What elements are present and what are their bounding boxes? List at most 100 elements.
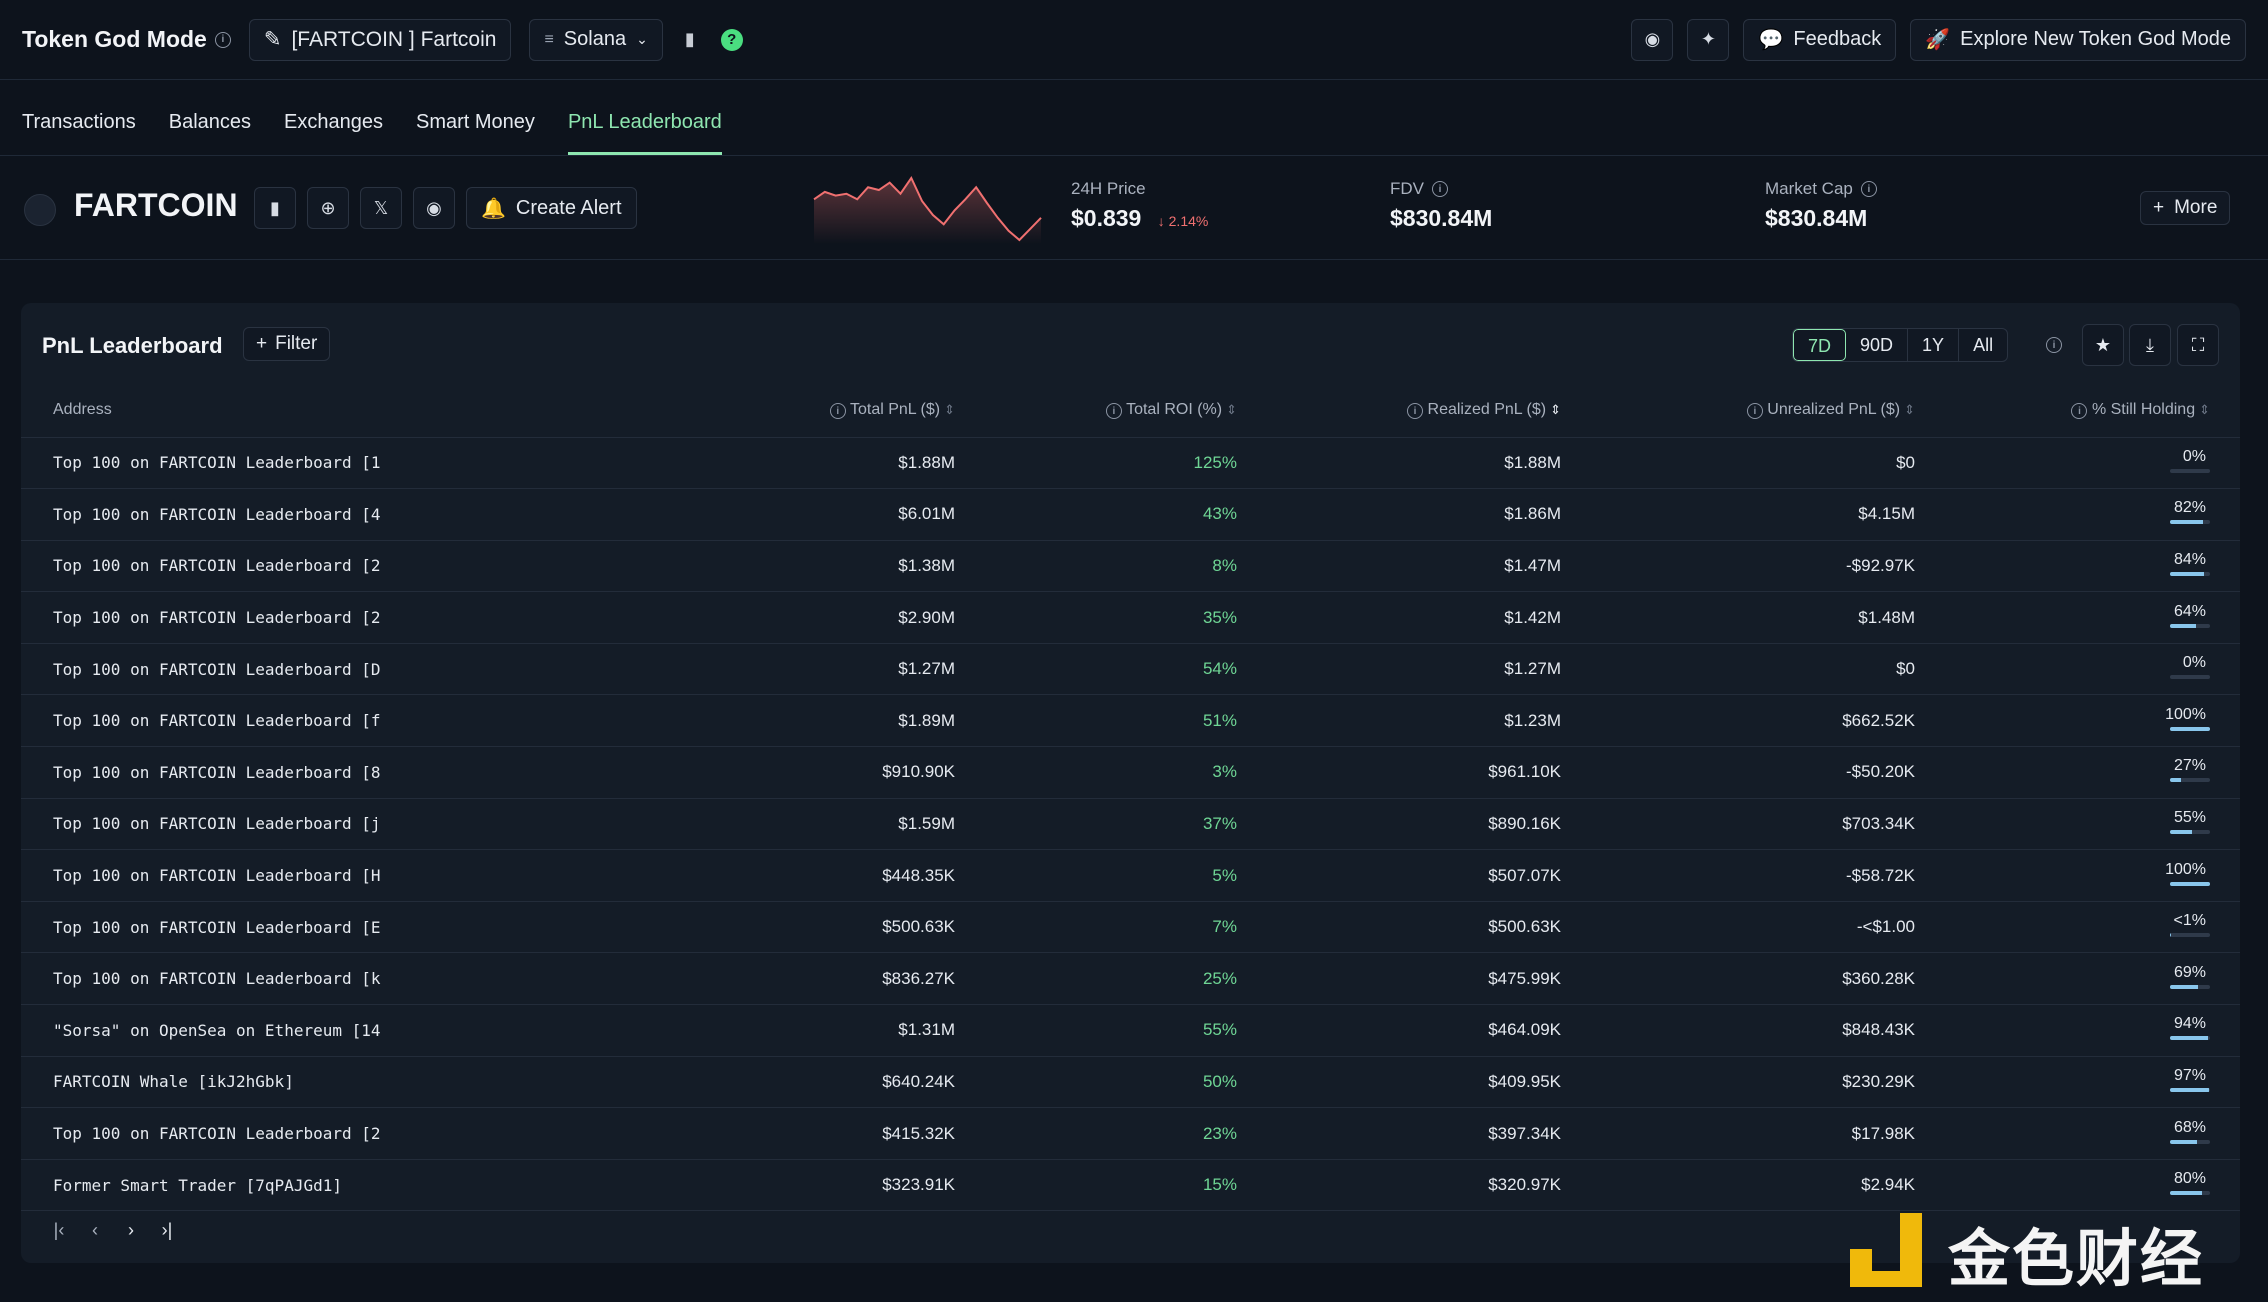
x-twitter-icon[interactable]: 𝕏: [360, 187, 402, 229]
cell-address[interactable]: Top 100 on FARTCOIN Leaderboard [f: [21, 694, 541, 748]
col-realized-pnl[interactable]: i Realized PnL ($) ⇕: [1237, 383, 1561, 438]
holding-bar-fill: [2170, 520, 2203, 525]
cell-address[interactable]: Top 100 on FARTCOIN Leaderboard [D: [21, 643, 541, 696]
star-icon[interactable]: ★: [2082, 324, 2124, 366]
prev-page-icon[interactable]: ‹: [92, 1220, 98, 1240]
info-icon[interactable]: i: [1746, 403, 1763, 419]
tab-smart-money[interactable]: Smart Money: [416, 111, 535, 133]
explore-button[interactable]: 🚀 Explore New Token God Mode: [1910, 18, 2246, 61]
table-row[interactable]: "Sorsa" on OpenSea on Ethereum [14 $1.31M…: [21, 1004, 2240, 1057]
cell-total-roi: 25%: [955, 952, 1237, 1006]
token-selector[interactable]: ✎ [FARTCOIN ] Fartcoin: [248, 18, 512, 61]
app-title-text: Token God Mode: [22, 26, 207, 52]
first-page-icon[interactable]: |‹: [53, 1220, 65, 1240]
cell-address[interactable]: Top 100 on FARTCOIN Leaderboard [E: [21, 901, 541, 954]
info-icon[interactable]: i: [1105, 403, 1122, 419]
chain-selector[interactable]: ≡ Solana ⌄: [529, 18, 663, 61]
table-row[interactable]: Top 100 on FARTCOIN Leaderboard [k $836.2…: [21, 952, 2240, 1006]
cell-address[interactable]: Former Smart Trader [7qPAJGd1]: [21, 1159, 541, 1212]
table-row[interactable]: Top 100 on FARTCOIN Leaderboard [8 $910.9…: [21, 746, 2240, 799]
info-icon[interactable]: i: [1860, 181, 1877, 197]
cell-realized-pnl: $1.23M: [1237, 694, 1561, 748]
table-row[interactable]: Top 100 on FARTCOIN Leaderboard [H $448.3…: [21, 849, 2240, 902]
cell-address[interactable]: Top 100 on FARTCOIN Leaderboard [2: [21, 1107, 541, 1160]
download-icon[interactable]: ⤓: [2129, 324, 2171, 366]
table-row[interactable]: Top 100 on FARTCOIN Leaderboard [2 $415.3…: [21, 1107, 2240, 1160]
holding-indicator: 94%: [2170, 1015, 2210, 1041]
cell-realized-pnl: $320.97K: [1237, 1159, 1561, 1212]
info-icon[interactable]: i: [2046, 337, 2062, 353]
col-still-holding-label: % Still Holding: [2091, 400, 2196, 418]
cell-address[interactable]: "Sorsa" on OpenSea on Ethereum [14: [21, 1004, 541, 1057]
col-total-roi[interactable]: i Total ROI (%) ⇕: [955, 383, 1237, 438]
table-row[interactable]: Top 100 on FARTCOIN Leaderboard [2 $1.38M…: [21, 540, 2240, 593]
watch-token-icon[interactable]: ◉: [413, 187, 455, 229]
price-value: $0.839 ↓ 2.14%: [1071, 205, 1208, 232]
cell-address[interactable]: Top 100 on FARTCOIN Leaderboard [j: [21, 798, 541, 851]
filter-button[interactable]: + Filter: [243, 327, 331, 361]
col-total-roi-label: Total ROI (%): [1126, 400, 1223, 418]
info-icon[interactable]: i: [214, 31, 231, 48]
table-row[interactable]: Top 100 on FARTCOIN Leaderboard [2 $2.90M…: [21, 591, 2240, 644]
table-row[interactable]: Top 100 on FARTCOIN Leaderboard [E $500.6…: [21, 901, 2240, 954]
cell-address[interactable]: Top 100 on FARTCOIN Leaderboard [k: [21, 952, 541, 1006]
tab-exchanges[interactable]: Exchanges: [284, 111, 383, 133]
pin-icon[interactable]: ✦: [1687, 18, 1730, 61]
range-1y[interactable]: 1Y: [1908, 329, 1960, 361]
table-row[interactable]: Top 100 on FARTCOIN Leaderboard [f $1.89M…: [21, 694, 2240, 748]
next-page-icon[interactable]: ›: [128, 1220, 134, 1240]
table-row[interactable]: Former Smart Trader [7qPAJGd1] $323.91K 15…: [21, 1159, 2240, 1212]
cell-still-holding: 0%: [1915, 437, 2240, 490]
info-icon[interactable]: i: [1407, 403, 1424, 419]
cell-address[interactable]: FARTCOIN Whale [ikJ2hGbk]: [21, 1056, 541, 1109]
col-unrealized-pnl[interactable]: i Unrealized PnL ($) ⇕: [1561, 383, 1915, 438]
cell-unrealized-pnl: -$50.20K: [1561, 746, 1915, 799]
last-page-icon[interactable]: ›|: [161, 1220, 173, 1240]
watch-icon[interactable]: ◉: [1631, 18, 1674, 61]
table-row[interactable]: FARTCOIN Whale [ikJ2hGbk] $640.24K 50% $409…: [21, 1056, 2240, 1109]
more-button[interactable]: + More: [2140, 191, 2231, 225]
token-actions: ▮ ⊕ 𝕏 ◉ 🔔 Create Alert: [254, 187, 637, 229]
cell-unrealized-pnl: $360.28K: [1561, 952, 1915, 1006]
top-bar: Token God Mode i ✎ [FARTCOIN ] Fartcoin …: [0, 0, 2268, 80]
holding-indicator: 0%: [2170, 654, 2210, 680]
info-icon[interactable]: i: [829, 403, 846, 419]
copy-address-icon[interactable]: ▮: [254, 187, 296, 229]
cell-total-pnl: $415.32K: [541, 1107, 955, 1160]
range-7d[interactable]: 7D: [1793, 329, 1847, 361]
col-total-pnl[interactable]: i Total PnL ($) ⇕: [541, 383, 955, 438]
cell-address[interactable]: Top 100 on FARTCOIN Leaderboard [4: [21, 488, 541, 541]
fdv-stat: FDV i $830.84M: [1390, 179, 1492, 232]
panel-title: PnL Leaderboard: [42, 333, 223, 358]
globe-icon[interactable]: ⊕: [307, 187, 349, 229]
help-icon[interactable]: ?: [720, 28, 743, 51]
cell-address[interactable]: Top 100 on FARTCOIN Leaderboard [H: [21, 849, 541, 902]
feedback-button[interactable]: 💬 Feedback: [1743, 18, 1897, 61]
table-row[interactable]: Top 100 on FARTCOIN Leaderboard [j $1.59M…: [21, 798, 2240, 851]
cell-address[interactable]: Top 100 on FARTCOIN Leaderboard [2: [21, 540, 541, 593]
range-all[interactable]: All: [1973, 335, 1994, 355]
cell-address[interactable]: Top 100 on FARTCOIN Leaderboard [1: [21, 437, 541, 490]
tab-pnl-leaderboard[interactable]: PnL Leaderboard: [567, 111, 722, 155]
cell-still-holding: 94%: [1915, 1004, 2240, 1057]
cell-realized-pnl: $475.99K: [1237, 952, 1561, 1006]
cell-total-pnl: $1.59M: [541, 798, 955, 851]
copy-icon[interactable]: ▮: [684, 29, 695, 49]
cell-address[interactable]: Top 100 on FARTCOIN Leaderboard [8: [21, 746, 541, 799]
holding-bar-fill: [2170, 623, 2196, 628]
table-row[interactable]: Top 100 on FARTCOIN Leaderboard [1 $1.88M…: [21, 437, 2240, 490]
cell-total-roi: 7%: [955, 901, 1237, 954]
holding-indicator: <1%: [2170, 912, 2210, 938]
fullscreen-icon[interactable]: ⛶: [2177, 324, 2219, 366]
info-icon[interactable]: i: [1432, 181, 1448, 197]
table-row[interactable]: Top 100 on FARTCOIN Leaderboard [4 $6.01M…: [21, 488, 2240, 541]
col-still-holding[interactable]: i % Still Holding ⇕: [1915, 383, 2240, 438]
create-alert-button[interactable]: 🔔 Create Alert: [466, 187, 637, 229]
tab-balances[interactable]: Balances: [168, 111, 252, 133]
tab-transactions[interactable]: Transactions: [22, 111, 136, 133]
info-icon[interactable]: i: [2071, 403, 2088, 419]
cell-still-holding: 100%: [1915, 694, 2240, 748]
cell-address[interactable]: Top 100 on FARTCOIN Leaderboard [2: [21, 591, 541, 644]
table-row[interactable]: Top 100 on FARTCOIN Leaderboard [D $1.27M…: [21, 643, 2240, 696]
range-90d[interactable]: 90D: [1846, 329, 1909, 361]
